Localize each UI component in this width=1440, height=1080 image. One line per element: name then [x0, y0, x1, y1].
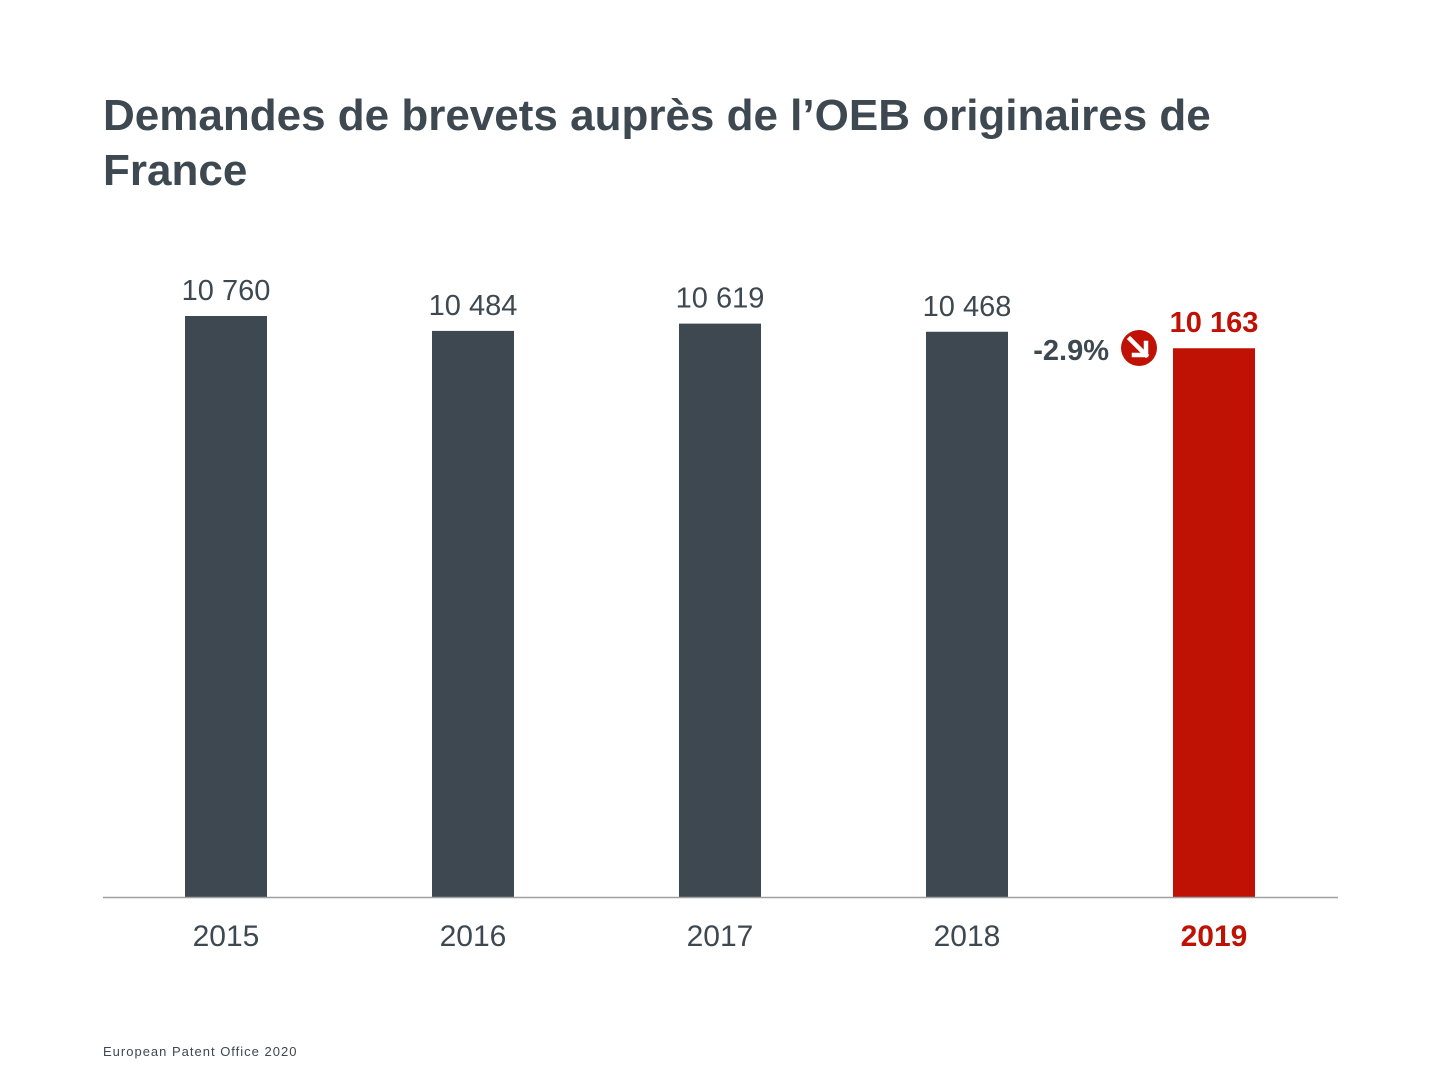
value-label-2018: 10 468: [923, 291, 1012, 323]
bar-2015: [185, 316, 267, 897]
footer-source: European Patent Office 2020: [103, 1044, 298, 1059]
bar-2017: [679, 323, 761, 897]
x-tick-label-2018: 2018: [934, 920, 1001, 953]
x-tick-label-2017: 2017: [687, 920, 754, 953]
x-tick-label-2019: 2019: [1181, 920, 1248, 953]
bar-2019: [1173, 348, 1255, 897]
x-tick-label-2016: 2016: [440, 920, 507, 953]
value-label-2019: 10 163: [1170, 307, 1259, 339]
value-label-2016: 10 484: [429, 290, 518, 322]
change-annotation: -2.9%: [1033, 330, 1157, 367]
bar-2018: [926, 331, 1008, 897]
chart-title: Demandes de brevets auprès de l’OEB orig…: [103, 91, 1211, 195]
value-label-2017: 10 619: [676, 283, 765, 315]
arrow-down-right-icon: [1121, 330, 1157, 366]
bar-2016: [432, 330, 514, 898]
value-label-2015: 10 760: [182, 275, 271, 307]
x-tick-label-2015: 2015: [193, 920, 260, 953]
change-percent-label: -2.9%: [1033, 335, 1109, 367]
